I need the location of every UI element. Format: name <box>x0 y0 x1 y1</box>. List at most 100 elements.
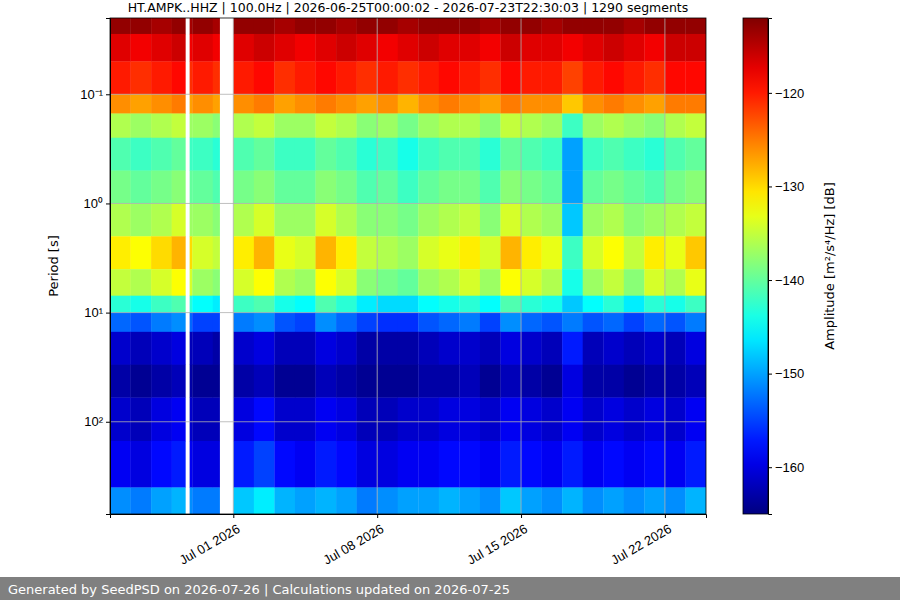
cell <box>131 236 152 269</box>
cell <box>190 203 193 236</box>
cell <box>480 487 501 514</box>
cell <box>665 441 686 488</box>
cell <box>418 487 439 514</box>
cell <box>583 236 604 269</box>
cell <box>151 236 172 269</box>
cell <box>233 61 254 94</box>
cell <box>110 365 131 398</box>
cell <box>336 365 357 398</box>
cell <box>644 203 665 236</box>
cell <box>685 269 706 296</box>
tick-mark <box>106 313 110 314</box>
cell <box>603 171 624 204</box>
cell <box>377 269 398 296</box>
cell <box>685 398 706 442</box>
cell <box>398 332 419 365</box>
cell <box>500 138 521 171</box>
cell <box>398 269 419 296</box>
cell <box>583 398 604 442</box>
cell <box>665 138 686 171</box>
cell <box>603 398 624 442</box>
tick-label: 10¹ <box>84 305 103 320</box>
cell <box>562 296 583 313</box>
cell <box>316 114 337 139</box>
cell <box>439 313 460 333</box>
cell <box>254 61 275 94</box>
cell <box>562 203 583 236</box>
cell <box>295 332 316 365</box>
tick: −150 <box>768 366 804 381</box>
tick-label: 10⁻¹ <box>80 87 103 102</box>
cell <box>439 34 460 62</box>
cell <box>624 18 645 34</box>
cell <box>274 94 295 114</box>
cell <box>562 138 583 171</box>
tick-mark <box>106 203 110 204</box>
cell <box>377 313 398 333</box>
cell <box>398 365 419 398</box>
tick: 10⁻¹ <box>80 87 110 102</box>
cell <box>316 61 337 94</box>
cell <box>480 61 501 94</box>
tick-label: 10² <box>84 414 103 429</box>
cell <box>521 398 542 442</box>
cell <box>110 441 131 488</box>
cell <box>418 269 439 296</box>
cell <box>500 487 521 514</box>
cell <box>583 138 604 171</box>
cell <box>624 61 645 94</box>
cell <box>254 34 275 62</box>
cell <box>233 18 254 34</box>
tick-label: Jul 15 2026 <box>464 521 530 568</box>
cell <box>274 269 295 296</box>
cell <box>336 61 357 94</box>
cell <box>398 138 419 171</box>
cell <box>336 269 357 296</box>
cell <box>665 365 686 398</box>
cell <box>110 114 131 139</box>
cell <box>316 332 337 365</box>
colorbar-axis: −120−130−140−150−160 <box>768 19 804 515</box>
cell <box>190 34 193 62</box>
tick: 10⁰ <box>84 196 110 211</box>
cell <box>295 441 316 488</box>
cell <box>521 138 542 171</box>
cell <box>542 94 563 114</box>
cell <box>644 171 665 204</box>
tick-mark <box>106 422 110 423</box>
cell <box>316 441 337 488</box>
cell <box>500 171 521 204</box>
cell <box>542 138 563 171</box>
cell <box>439 114 460 139</box>
cell <box>480 138 501 171</box>
cell <box>110 34 131 62</box>
cell <box>213 487 220 514</box>
cell <box>624 296 645 313</box>
cell <box>398 114 419 139</box>
tick-mark <box>768 186 772 187</box>
cell <box>459 138 480 171</box>
tick-mark <box>665 514 666 518</box>
cell <box>377 61 398 94</box>
cell <box>624 269 645 296</box>
cell <box>213 313 220 333</box>
cell <box>603 94 624 114</box>
cell <box>295 236 316 269</box>
cell <box>377 398 398 442</box>
cell <box>172 34 186 62</box>
cell <box>685 332 706 365</box>
cell <box>336 138 357 171</box>
cell <box>439 171 460 204</box>
cell <box>357 94 378 114</box>
cell <box>583 171 604 204</box>
cell <box>151 487 172 514</box>
cell <box>151 296 172 313</box>
cell <box>213 203 220 236</box>
cell <box>295 171 316 204</box>
cell <box>131 487 152 514</box>
cell <box>254 236 275 269</box>
cell <box>685 61 706 94</box>
tick: 10¹ <box>84 305 110 320</box>
cell <box>233 269 254 296</box>
cell <box>357 487 378 514</box>
